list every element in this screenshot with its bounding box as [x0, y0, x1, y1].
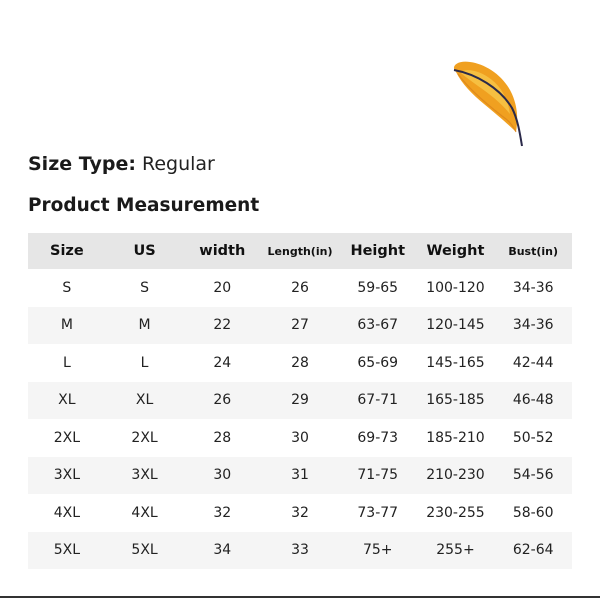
cell-height: 67-71	[357, 392, 399, 409]
header-size: Size	[50, 243, 84, 259]
cell-width: 30	[213, 467, 232, 484]
cell-us: 2XL	[131, 429, 158, 446]
cell-width: 34	[213, 542, 232, 559]
header-weight: Weight	[426, 243, 485, 259]
cell-bust: 58-60	[512, 504, 554, 521]
cell-size: 5XL	[53, 542, 81, 559]
cell-us: 5XL	[131, 542, 158, 559]
cell-size: 2XL	[53, 429, 81, 446]
cell-weight: 100-120	[426, 279, 485, 296]
cell-height: 63-67	[357, 317, 399, 334]
size-type-line: Size Type: Regular	[28, 152, 215, 176]
feather-icon	[453, 61, 523, 147]
cell-bust: 62-64	[512, 542, 554, 559]
cell-us: XL	[135, 392, 154, 409]
cell-length: 30	[291, 429, 309, 446]
cell-size: M	[60, 317, 73, 334]
cell-width: 28	[213, 429, 232, 446]
cell-size: S	[62, 279, 72, 296]
section-title: Product Measurement	[28, 195, 260, 216]
header-us: US	[133, 243, 156, 259]
cell-weight: 120-145	[426, 317, 485, 334]
cell-height: 69-73	[357, 429, 399, 446]
cell-width: 20	[213, 279, 232, 296]
size-type-value: Regular	[141, 153, 215, 175]
cell-us: L	[140, 354, 149, 371]
table-body: S S 20 26 59-65 100-120 34-36 M M 22 27 63-67 120-14…	[28, 269, 572, 569]
table-row: XL XL 26 29 67-71 165-185 46-48	[28, 381, 572, 419]
table-row: 3XL 3XL 30 31 71-75 210-230 54-56	[28, 456, 572, 494]
cell-height: 59-65	[357, 279, 399, 296]
cell-width: 24	[213, 354, 232, 371]
cell-us: 4XL	[131, 504, 158, 521]
cell-size: 3XL	[53, 467, 81, 484]
table-row: 5XL 5XL 34 33 75+ 255+ 62-64	[28, 531, 572, 569]
cell-weight: 255+	[436, 542, 475, 559]
table-header-row: Size US width Length(in) Height Weight B…	[28, 233, 572, 269]
header-width: width	[199, 243, 246, 259]
cell-height: 71-75	[357, 467, 399, 484]
cell-width: 22	[213, 317, 232, 334]
cell-size: L	[62, 354, 71, 371]
table-row: M M 22 27 63-67 120-145 34-36	[28, 306, 572, 344]
bottom-divider	[0, 596, 600, 598]
cell-length: 27	[291, 317, 309, 334]
cell-weight: 145-165	[426, 354, 485, 371]
cell-length: 32	[291, 504, 309, 521]
cell-weight: 165-185	[426, 392, 485, 409]
cell-length: 29	[291, 392, 309, 409]
table-row: S S 20 26 59-65 100-120 34-36	[28, 269, 572, 307]
cell-length: 33	[291, 542, 309, 559]
header-bust: Bust(in)	[508, 244, 559, 258]
size-chart-table: Size US width Length(in) Height Weight B…	[28, 233, 572, 569]
cell-weight: 185-210	[426, 429, 485, 446]
table-row: 2XL 2XL 28 30 69-73 185-210 50-52	[28, 419, 572, 457]
table-row: L L 24 28 65-69 145-165 42-44	[28, 344, 572, 382]
cell-bust: 46-48	[512, 392, 554, 409]
cell-us: M	[138, 317, 151, 334]
cell-bust: 34-36	[512, 279, 554, 296]
cell-length: 31	[291, 467, 309, 484]
cell-height: 75+	[362, 542, 393, 559]
cell-bust: 54-56	[512, 467, 554, 484]
cell-weight: 230-255	[426, 504, 485, 521]
cell-size: XL	[58, 392, 76, 409]
table-row: 4XL 4XL 32 32 73-77 230-255 58-60	[28, 494, 572, 532]
size-type-label: Size Type:	[28, 153, 136, 175]
cell-length: 26	[291, 279, 309, 296]
cell-us: 3XL	[131, 467, 158, 484]
cell-height: 65-69	[357, 354, 399, 371]
header-height: Height	[350, 243, 406, 259]
cell-size: 4XL	[53, 504, 81, 521]
cell-length: 28	[291, 354, 309, 371]
header-length: Length(in)	[267, 244, 333, 258]
cell-bust: 34-36	[512, 317, 554, 334]
cell-width: 26	[213, 392, 232, 409]
cell-weight: 210-230	[426, 467, 485, 484]
cell-width: 32	[213, 504, 232, 521]
cell-height: 73-77	[357, 504, 399, 521]
cell-us: S	[140, 279, 150, 296]
cell-bust: 50-52	[512, 429, 554, 446]
cell-bust: 42-44	[512, 354, 554, 371]
